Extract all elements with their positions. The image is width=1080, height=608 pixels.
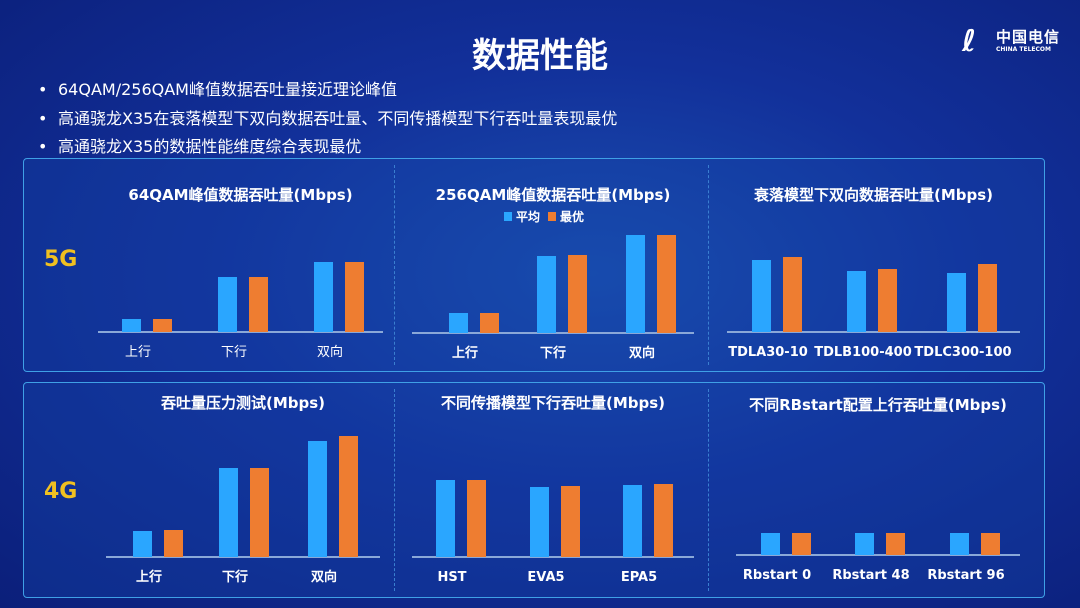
bar-best (654, 484, 673, 557)
divider (708, 389, 709, 591)
bar-best (249, 277, 268, 332)
x-tick-label: TDLB100-400 (814, 345, 912, 360)
x-tick-label: 下行 (222, 569, 248, 585)
bar-best (978, 264, 997, 332)
china-telecom-logo: ℓ 中国电信 CHINA TELECOM (962, 24, 1062, 64)
x-tick-label: EPA5 (621, 570, 657, 585)
divider (394, 165, 395, 365)
legend-label: 平均 (516, 209, 540, 224)
x-tick-label: Rbstart 48 (832, 568, 909, 583)
bar-best (878, 269, 897, 332)
bar-best (250, 468, 269, 557)
bar-avg (218, 277, 237, 332)
legend-swatch (548, 212, 556, 221)
x-tick-label: HST (437, 570, 466, 585)
bar-best (480, 313, 499, 333)
legend-label: 最优 (560, 209, 584, 224)
x-tick-label: 双向 (629, 345, 655, 361)
bullet-item: 64QAM/256QAM峰值数据吞吐量接近理论峰值 (38, 76, 617, 105)
bar-best (657, 235, 676, 333)
divider (394, 389, 395, 591)
row-label-4g: 4G (44, 479, 78, 504)
bar-best (561, 486, 580, 557)
page-title: 数据性能 (472, 36, 608, 76)
bullet-list: 64QAM/256QAM峰值数据吞吐量接近理论峰值 高通骁龙X35在衰落模型下双… (38, 76, 617, 162)
bar-avg (449, 313, 468, 333)
bar-avg (436, 480, 455, 557)
panel-4g: 4G (23, 382, 1045, 598)
x-tick-label: Rbstart 0 (743, 568, 811, 583)
bullet-item: 高通骁龙X35在衰落模型下双向数据吞吐量、不同传播模型下行吞吐量表现最优 (38, 105, 617, 134)
bar-avg (537, 256, 556, 333)
x-tick-label: Rbstart 96 (927, 568, 1004, 583)
row-label-5g: 5G (44, 247, 78, 272)
bar-best (467, 480, 486, 557)
chart-title: 吞吐量压力测试(Mbps) (160, 394, 325, 412)
legend-swatch (504, 212, 512, 221)
bar-avg (314, 262, 333, 332)
chart-title: 256QAM峰值数据吞吐量(Mbps) (436, 186, 671, 204)
chart-title: 不同RBstart配置上行吞吐量(Mbps) (749, 396, 1007, 414)
bar-avg (950, 533, 969, 555)
bar-avg (847, 271, 866, 332)
panel-5g: 5G (23, 158, 1045, 372)
bar-best (783, 257, 802, 332)
bullet-item: 高通骁龙X35的数据性能维度综合表现最优 (38, 133, 617, 162)
bar-best (792, 533, 811, 555)
bar-best (568, 255, 587, 333)
logo-cn: 中国电信 (996, 28, 1061, 46)
bar-avg (752, 260, 771, 332)
chart-title: 64QAM峰值数据吞吐量(Mbps) (128, 186, 352, 204)
bar-best (981, 533, 1000, 555)
divider (708, 165, 709, 365)
logo-en: CHINA TELECOM (996, 46, 1051, 53)
bar-avg (947, 273, 966, 332)
bar-avg (133, 531, 152, 557)
bar-avg (626, 235, 645, 333)
x-tick-label: TDLA30-10 (728, 345, 808, 360)
bar-avg (219, 468, 238, 557)
bar-best (164, 530, 183, 557)
x-tick-label: 上行 (125, 345, 151, 360)
bar-best (153, 319, 172, 332)
bar-avg (623, 485, 642, 557)
chart-title: 衰落模型下双向数据吞吐量(Mbps) (753, 186, 993, 204)
bar-avg (308, 441, 327, 557)
x-tick-label: 上行 (452, 345, 478, 361)
bar-best (339, 436, 358, 557)
x-tick-label: 上行 (136, 569, 162, 585)
telecom-mark-icon: ℓ (962, 24, 977, 59)
bar-avg (761, 533, 780, 555)
x-tick-label: TDLC300-100 (914, 345, 1011, 360)
x-tick-label: 下行 (540, 345, 566, 361)
x-tick-label: EVA5 (527, 570, 564, 585)
x-tick-label: 下行 (221, 345, 247, 360)
x-tick-label: 双向 (311, 569, 337, 585)
chart-title: 不同传播模型下行吞吐量(Mbps) (441, 394, 665, 412)
bar-avg (530, 487, 549, 557)
bar-best (345, 262, 364, 332)
bar-avg (855, 533, 874, 555)
bar-avg (122, 319, 141, 332)
bar-best (886, 533, 905, 555)
x-tick-label: 双向 (317, 344, 343, 360)
